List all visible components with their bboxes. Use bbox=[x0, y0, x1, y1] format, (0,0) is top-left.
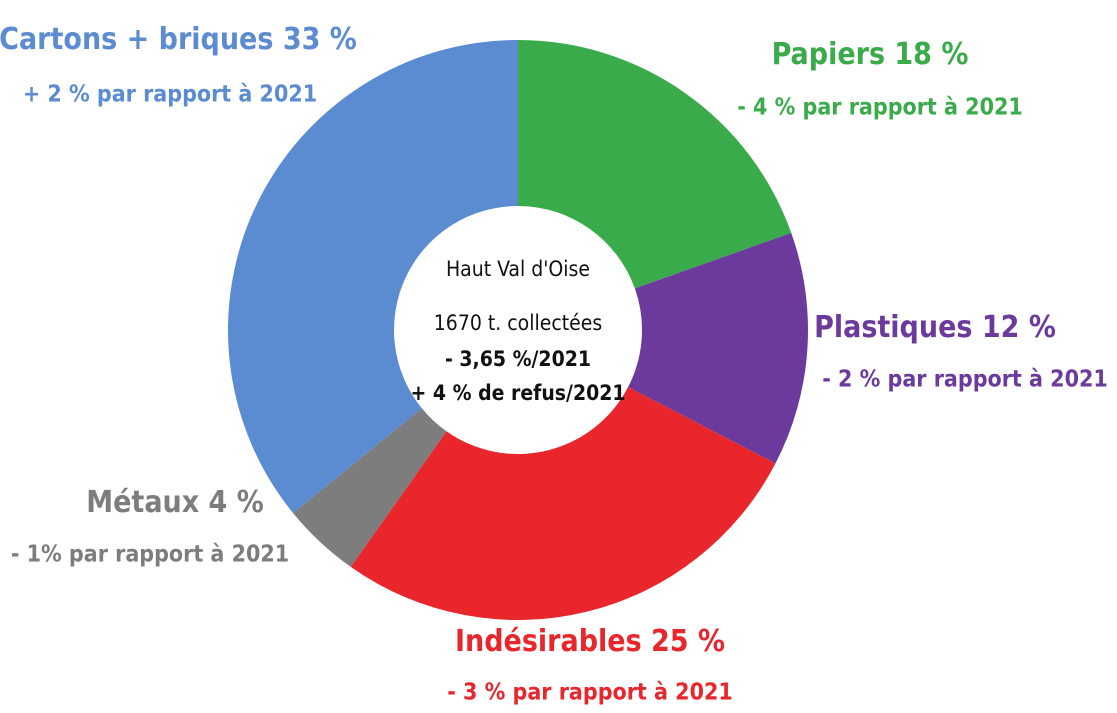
slice-note: - 2 % par rapport à 2021 bbox=[822, 367, 1108, 393]
category-name: Cartons + briques bbox=[0, 22, 273, 57]
slice-note: - 4 % par rapport à 2021 bbox=[737, 95, 1023, 121]
donut-slice bbox=[228, 40, 518, 514]
center-text: - 3,65 %/2021 bbox=[445, 347, 591, 371]
value-label: 33 % bbox=[283, 22, 357, 57]
value-label: 25 % bbox=[651, 624, 725, 659]
value-label: 18 % bbox=[894, 37, 968, 72]
slice-label: Indésirables 25 % bbox=[455, 624, 725, 659]
slice-note: + 2 % par rapport à 2021 bbox=[23, 82, 317, 108]
center-text: + 4 % de refus/2021 bbox=[410, 381, 625, 405]
slice-note: - 3 % par rapport à 2021 bbox=[447, 680, 733, 706]
donut-slice bbox=[293, 408, 447, 567]
category-name: Plastiques bbox=[814, 310, 972, 345]
center-text: 1670 t. collectées bbox=[434, 311, 602, 335]
value-label: 4 % bbox=[209, 485, 264, 520]
slice-label: Cartons + briques 33 % bbox=[0, 22, 357, 57]
category-name: Métaux bbox=[86, 485, 199, 520]
slice-note: - 1% par rapport à 2021 bbox=[11, 542, 289, 568]
category-name: Papiers bbox=[772, 37, 885, 72]
donut-slice bbox=[518, 40, 792, 289]
donut-slice bbox=[350, 387, 776, 620]
donut-slice bbox=[628, 232, 809, 464]
slice-label: Papiers 18 % bbox=[772, 37, 969, 72]
slice-label: Métaux 4 % bbox=[86, 485, 264, 520]
value-label: 12 % bbox=[982, 310, 1056, 345]
slice-label: Plastiques 12 % bbox=[814, 310, 1056, 345]
center-text: Haut Val d'Oise bbox=[446, 257, 590, 281]
category-name: Indésirables bbox=[455, 624, 642, 659]
